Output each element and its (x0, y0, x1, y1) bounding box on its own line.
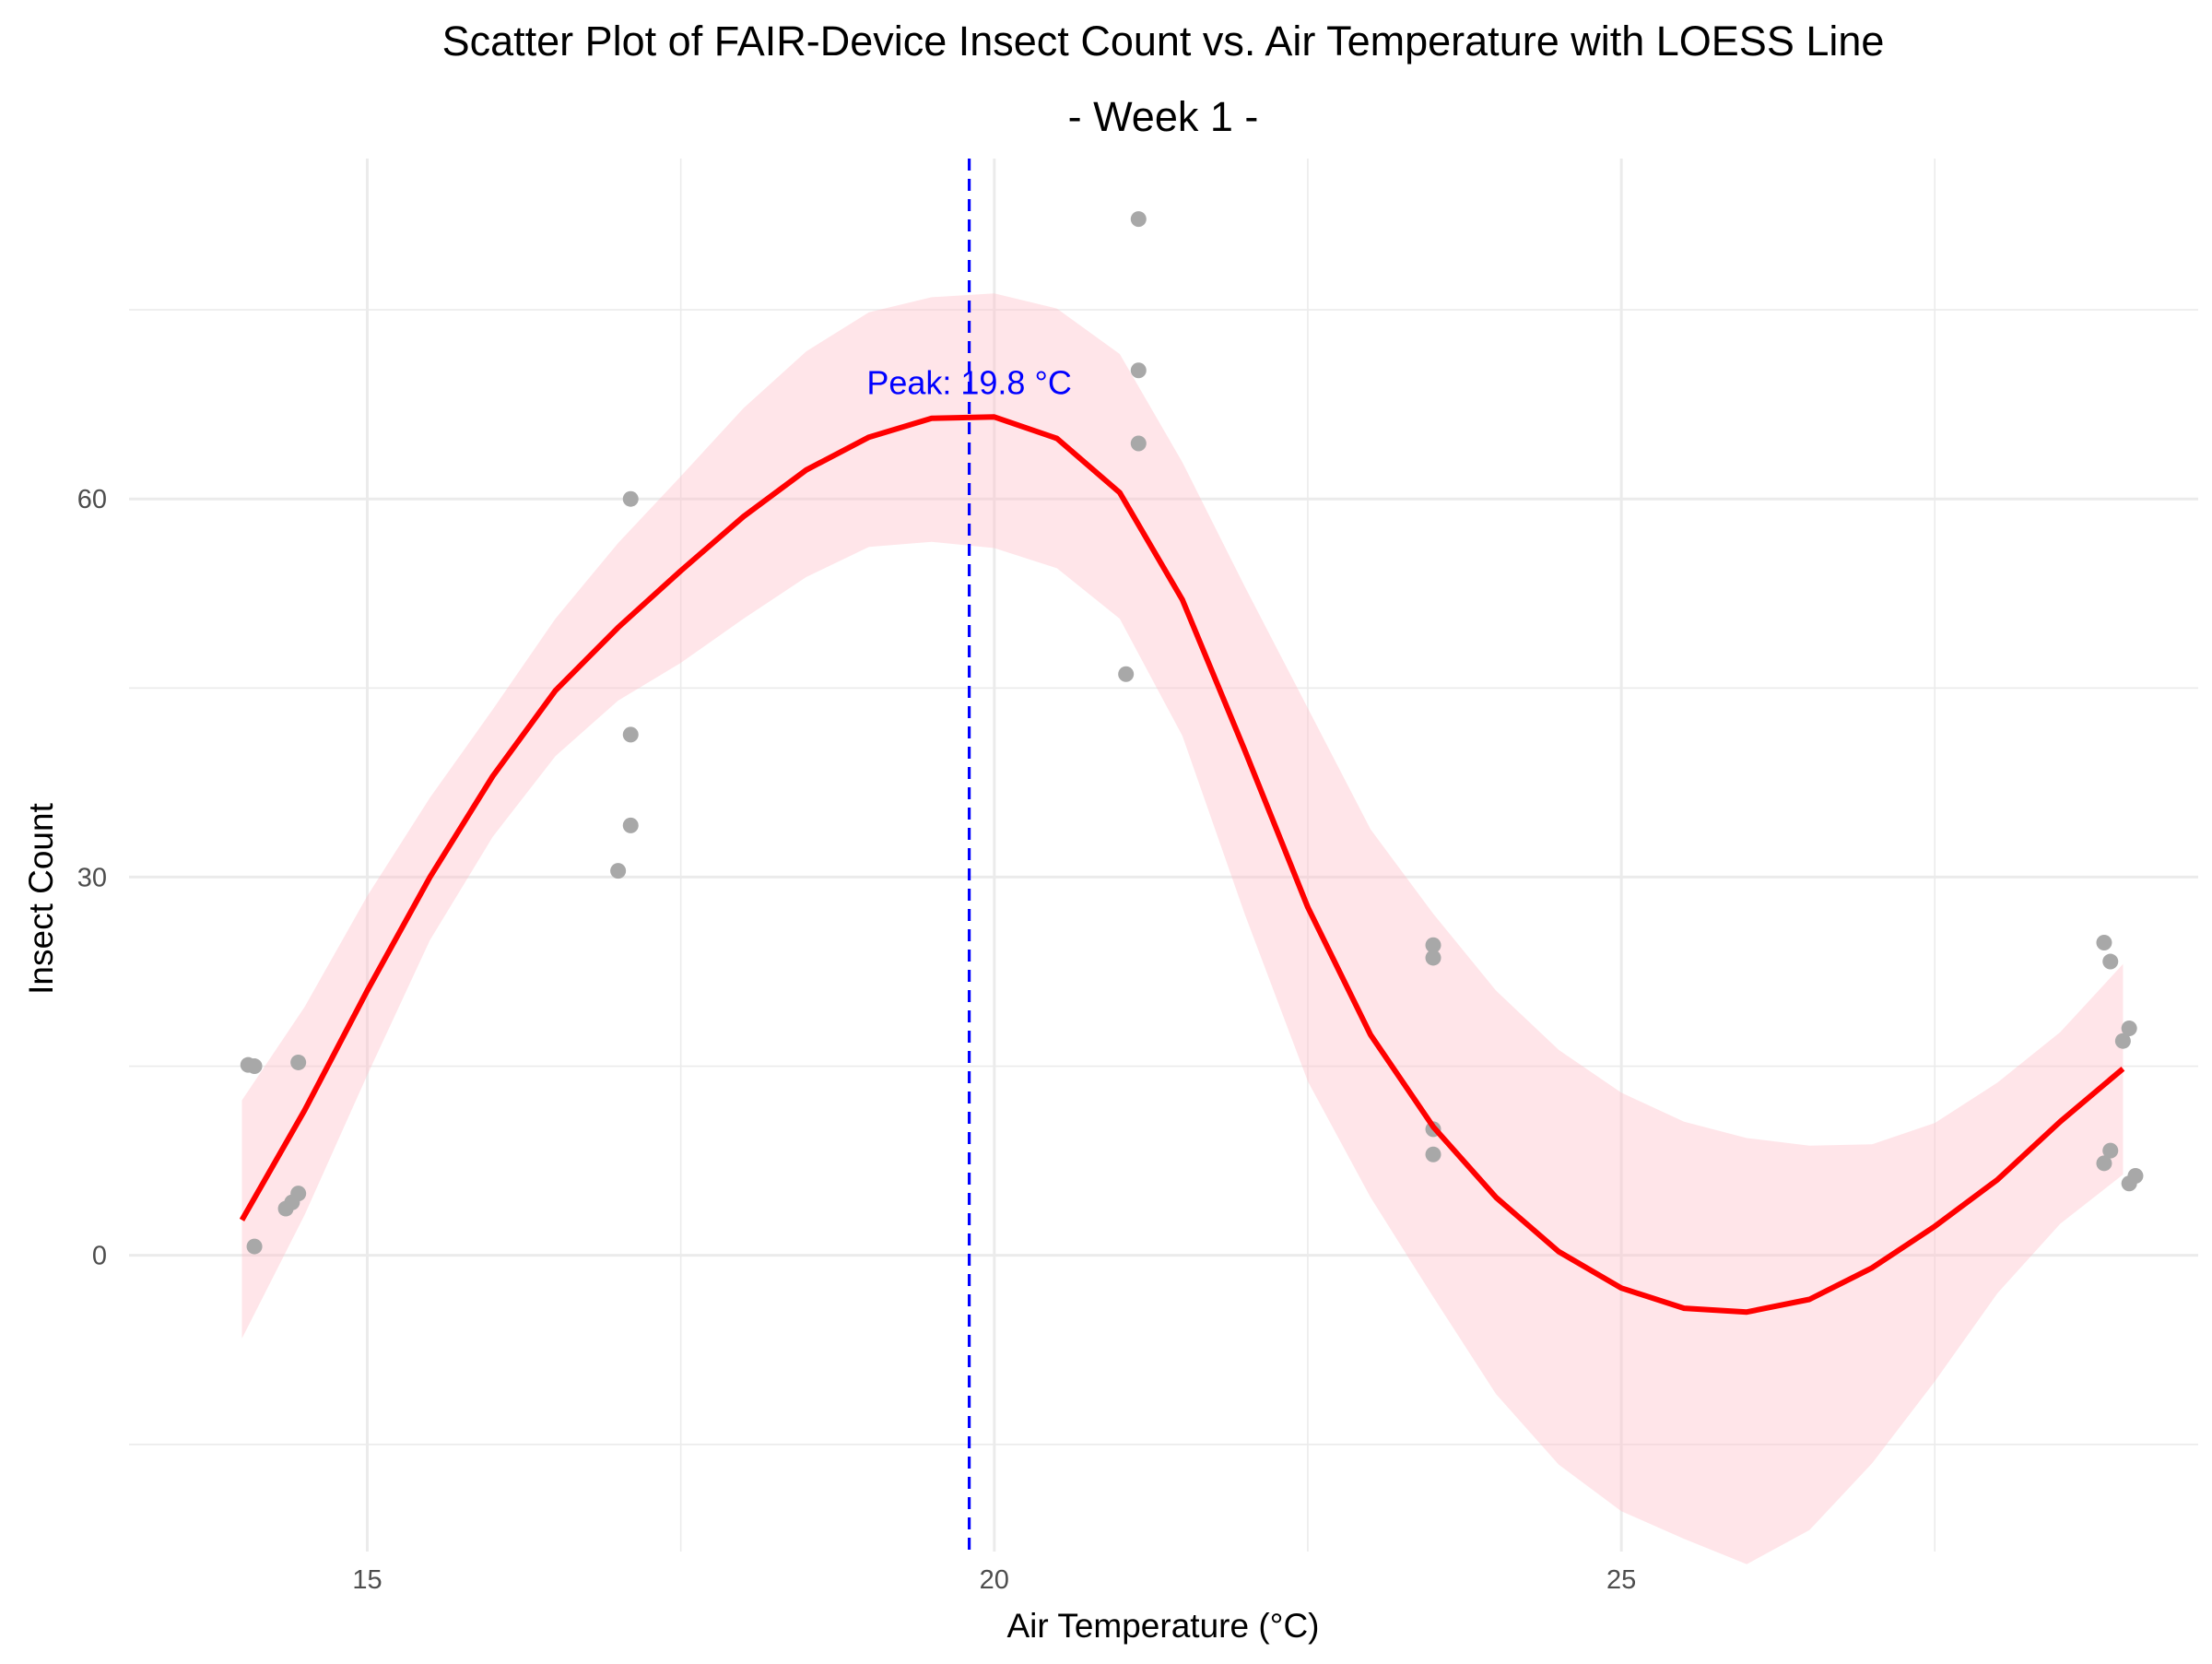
data-point (290, 1186, 307, 1202)
data-point (290, 1054, 307, 1070)
data-point (2121, 1021, 2137, 1037)
data-point (622, 726, 639, 743)
data-point (2096, 935, 2112, 951)
data-point (1130, 211, 1147, 228)
data-point (1118, 666, 1135, 682)
loess-line (239, 414, 2125, 1316)
y-tick-label: 60 (77, 485, 107, 514)
x-tick-label: 20 (980, 1565, 1009, 1595)
y-tick-label: 30 (77, 863, 107, 892)
data-point (246, 1058, 263, 1075)
data-point (610, 863, 627, 879)
x-tick-label: 25 (1606, 1565, 1636, 1595)
data-point (2102, 1142, 2119, 1159)
data-point (2121, 1175, 2137, 1192)
peak-label: Peak: 19.8 °C (866, 364, 1072, 402)
data-point (1130, 435, 1147, 452)
data-point (1425, 950, 1441, 966)
data-point (2096, 1155, 2112, 1172)
y-axis-title: Insect Count (22, 802, 60, 994)
x-tick-label: 15 (352, 1565, 382, 1595)
peak-layer: Peak: 19.8 °C (866, 159, 1072, 1552)
data-point (246, 1238, 263, 1255)
y-tick-label: 0 (92, 1242, 107, 1271)
data-point (1425, 937, 1441, 953)
chart-subtitle: - Week 1 - (1068, 93, 1259, 140)
chart-title: Scatter Plot of FAIR-Device Insect Count… (442, 18, 1885, 65)
data-point (1425, 1146, 1441, 1162)
data-point (2114, 1033, 2131, 1049)
data-point (622, 490, 639, 507)
data-point (1130, 362, 1147, 379)
grid-layer (129, 159, 2198, 1552)
loess-line-layer (239, 414, 2125, 1316)
tick-label-layer: 15 20 25 0 30 60 (77, 485, 1637, 1595)
confidence-band-layer (241, 293, 2124, 1564)
point-layer (240, 211, 2144, 1255)
confidence-band (241, 293, 2124, 1564)
data-point (622, 817, 639, 833)
x-axis-title: Air Temperature (°C) (1007, 1607, 1320, 1645)
data-point (2102, 953, 2119, 970)
